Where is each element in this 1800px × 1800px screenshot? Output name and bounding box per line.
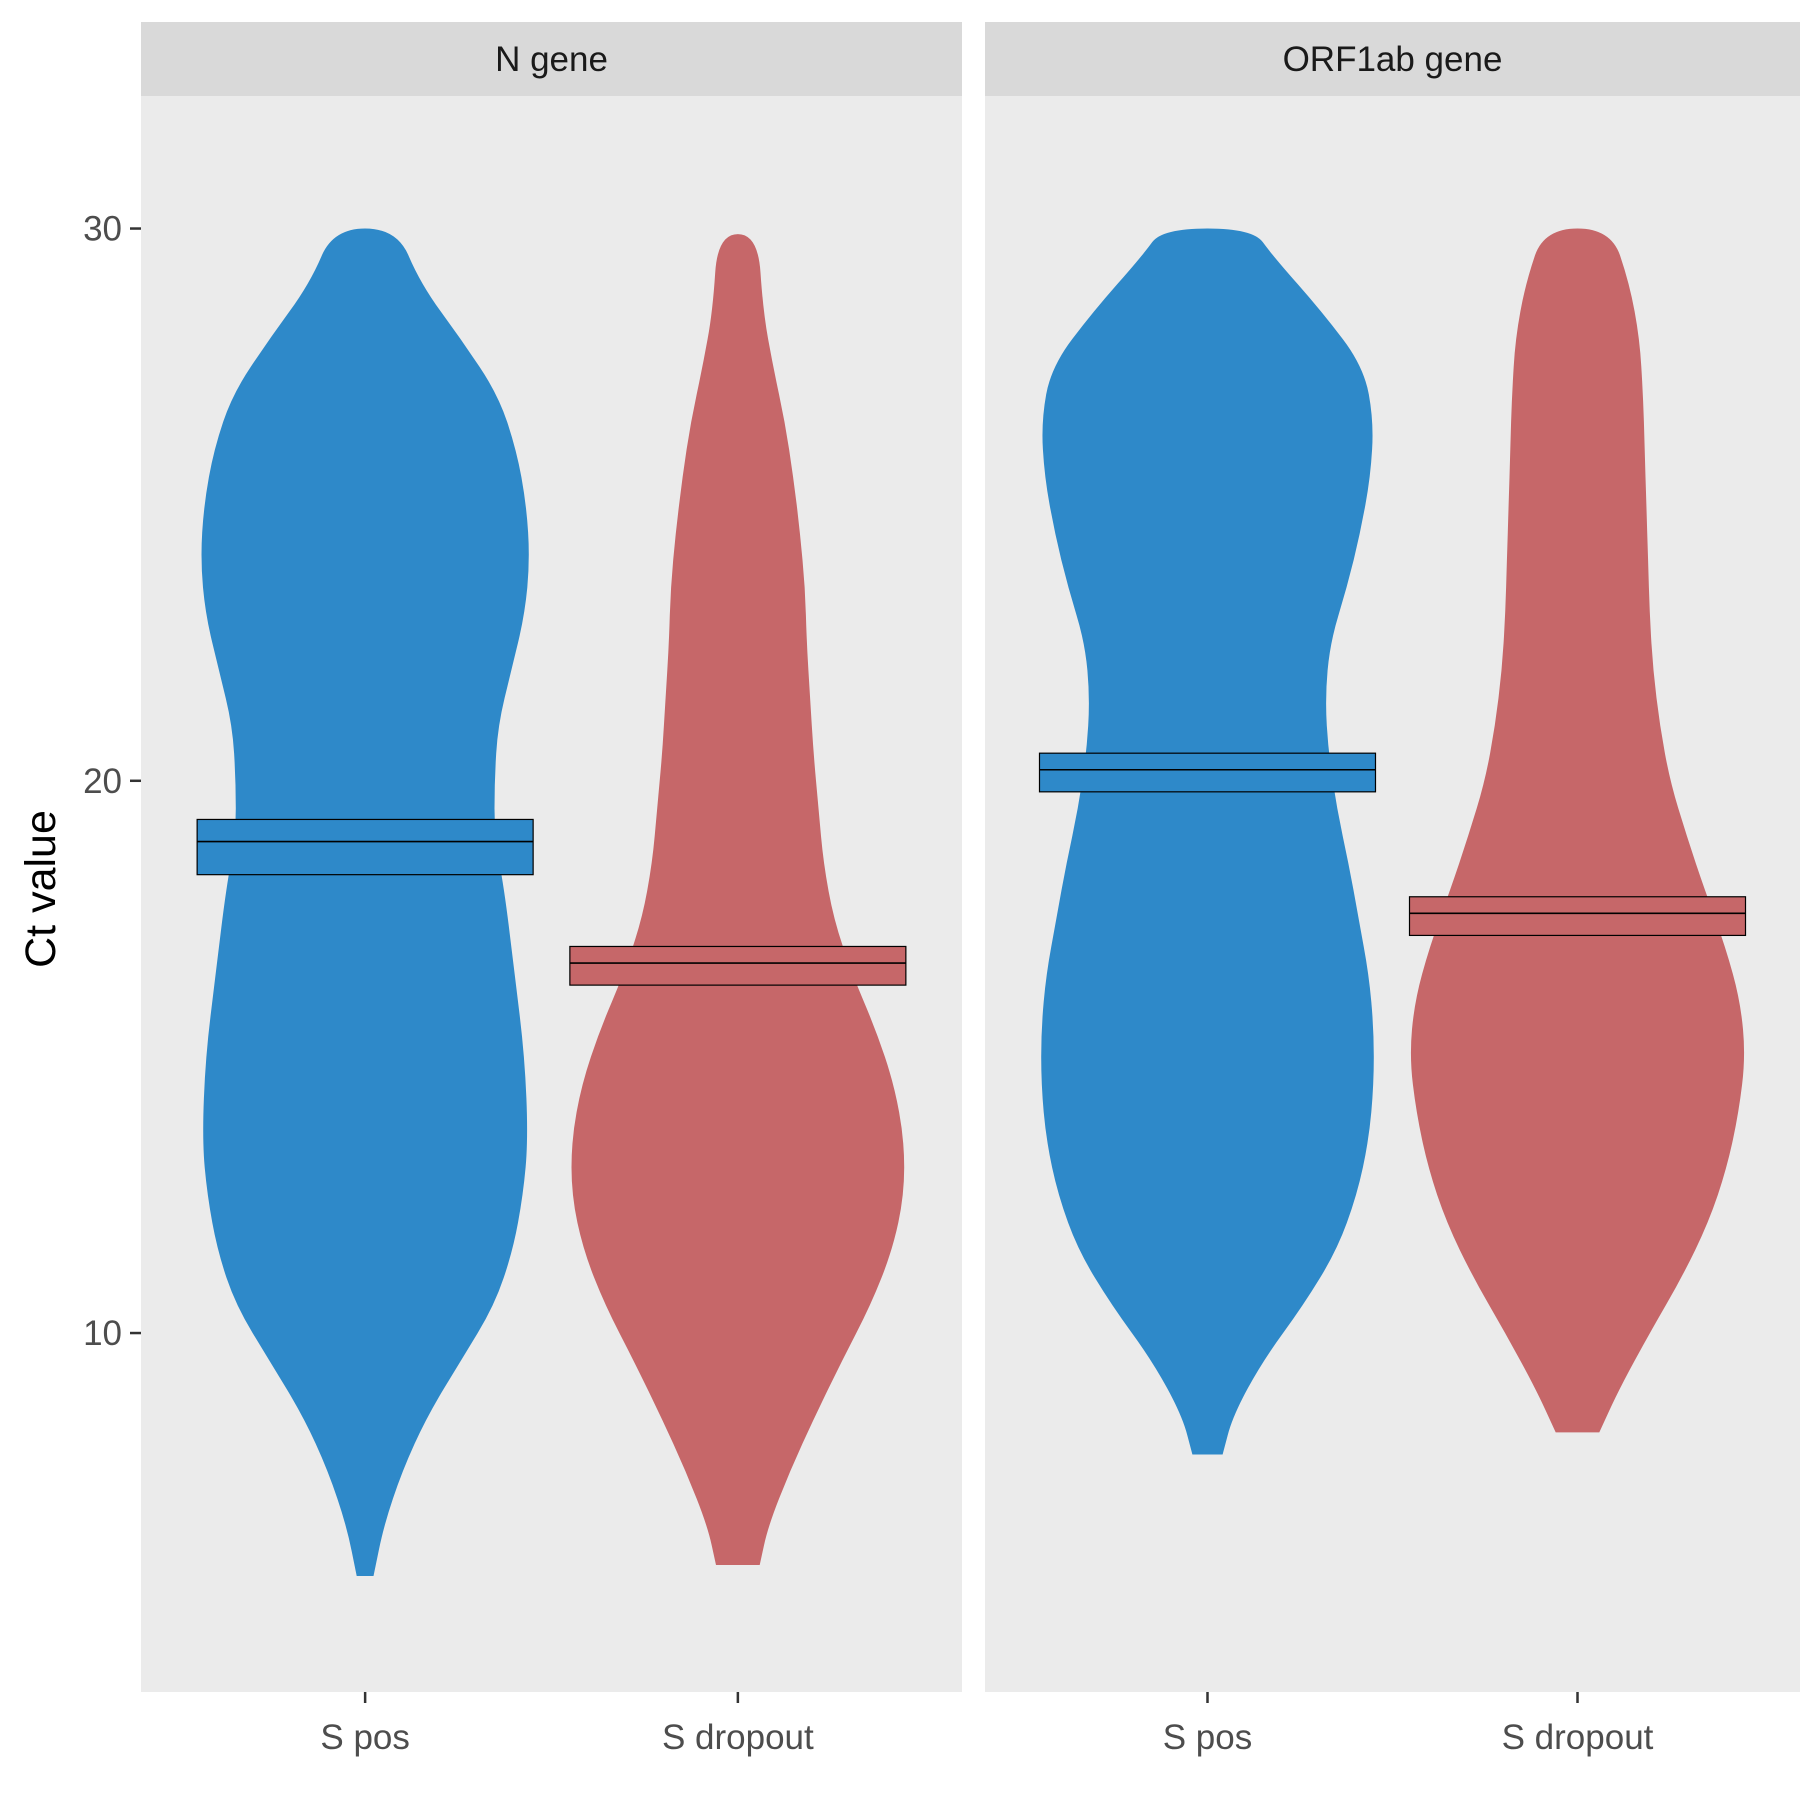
facet-strip-label: ORF1ab gene: [1283, 40, 1503, 79]
y-axis: 10 20 30: [83, 210, 141, 1353]
violin-s-pos: [201, 228, 529, 1576]
ci-box: [569, 945, 907, 986]
y-tick-label: 30: [83, 210, 122, 249]
y-tick-label: 20: [83, 762, 122, 801]
x-tick-label: S dropout: [662, 1718, 814, 1757]
violin-s-dropout: [1410, 228, 1745, 1433]
ci-box: [1408, 896, 1747, 937]
ci-box: [196, 818, 534, 876]
violin-s-dropout: [571, 234, 905, 1566]
facet-strip: [141, 22, 962, 96]
violin-s-pos: [1041, 228, 1374, 1455]
facet-panel: N gene S pos S dropout: [141, 22, 962, 1757]
facet-strip-label: N gene: [495, 40, 608, 79]
y-tick-label: 10: [83, 1314, 122, 1353]
x-tick-label: S pos: [320, 1718, 410, 1757]
ci-box: [1038, 752, 1377, 793]
facet-panel: ORF1ab gene S pos S dropout: [985, 22, 1800, 1757]
facet-strip: [985, 22, 1800, 96]
x-tick-label: S dropout: [1502, 1718, 1654, 1757]
facet-panels: N gene S pos S dropout ORF1ab gene S pos S dr…: [141, 22, 1800, 1757]
y-axis-title: Ct value: [17, 810, 65, 968]
x-tick-label: S pos: [1163, 1718, 1253, 1757]
